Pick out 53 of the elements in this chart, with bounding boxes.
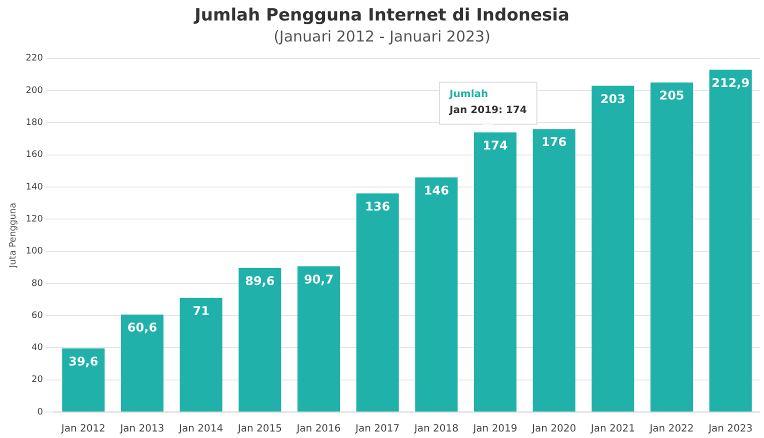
data-label: 39,6 [68, 354, 98, 368]
y-tick-label: 140 [26, 182, 44, 192]
chart-title: Jumlah Pengguna Internet di Indonesia [194, 6, 570, 26]
bar [297, 266, 340, 412]
x-tick-label: Jan 2012 [60, 424, 106, 435]
y-tick-label: 40 [32, 343, 44, 354]
x-tick-label: Jan 2022 [648, 424, 694, 435]
y-tick-label: 0 [37, 407, 44, 418]
x-tick-label: Jan 2016 [296, 424, 341, 435]
data-label: 212,9 [712, 76, 750, 90]
bar [650, 82, 693, 412]
bar [474, 132, 516, 412]
bar [238, 268, 282, 412]
data-label: 146 [424, 183, 449, 198]
y-tick-label: 200 [26, 86, 44, 96]
bar [62, 348, 105, 412]
bar [709, 70, 752, 412]
chart-subtitle: (Januari 2012 - Januari 2023) [274, 27, 490, 46]
x-tick-label: Jan 2014 [178, 424, 224, 435]
data-label: 174 [482, 138, 508, 152]
y-tick-label: 160 [26, 150, 44, 160]
data-label: 60,6 [127, 320, 158, 335]
bar [415, 177, 458, 412]
y-tick-label: 20 [32, 375, 44, 386]
data-label: 205 [659, 88, 684, 103]
x-tick-label: Jan 2018 [413, 424, 458, 435]
bar [180, 298, 222, 412]
bar [532, 129, 576, 412]
annotation: Jumlah [448, 88, 488, 100]
x-tick-label: Jan 2015 [236, 424, 282, 435]
x-tick-label: Jan 2023 [708, 424, 753, 435]
x-tick-label: Jan 2017 [354, 424, 400, 435]
y-tick-label: 220 [26, 54, 44, 64]
data-label: 203 [600, 92, 626, 106]
x-tick-label: Jan 2019 [472, 424, 518, 435]
y-tick-label: 60 [32, 310, 44, 321]
y-axis-title: Juta Pengguna [8, 202, 19, 269]
data-label: 89,6 [245, 274, 275, 288]
data-label: 90,7 [304, 272, 334, 286]
x-tick-label: Jan 2021 [590, 424, 635, 435]
data-label: 136 [365, 200, 390, 214]
y-tick-label: 180 [26, 118, 44, 128]
bar [592, 86, 634, 412]
bar [120, 314, 164, 412]
y-tick-label: 100 [26, 246, 44, 257]
data-label: 71 [192, 304, 210, 318]
y-tick-label: 80 [32, 278, 44, 289]
y-tick-label: 120 [26, 214, 44, 224]
bar [356, 193, 399, 412]
x-tick-label: Jan 2013 [119, 424, 164, 435]
annotation: Jan 2019: 174 [448, 104, 527, 116]
x-tick-label: Jan 2020 [531, 424, 576, 435]
data-label: 176 [542, 135, 567, 150]
